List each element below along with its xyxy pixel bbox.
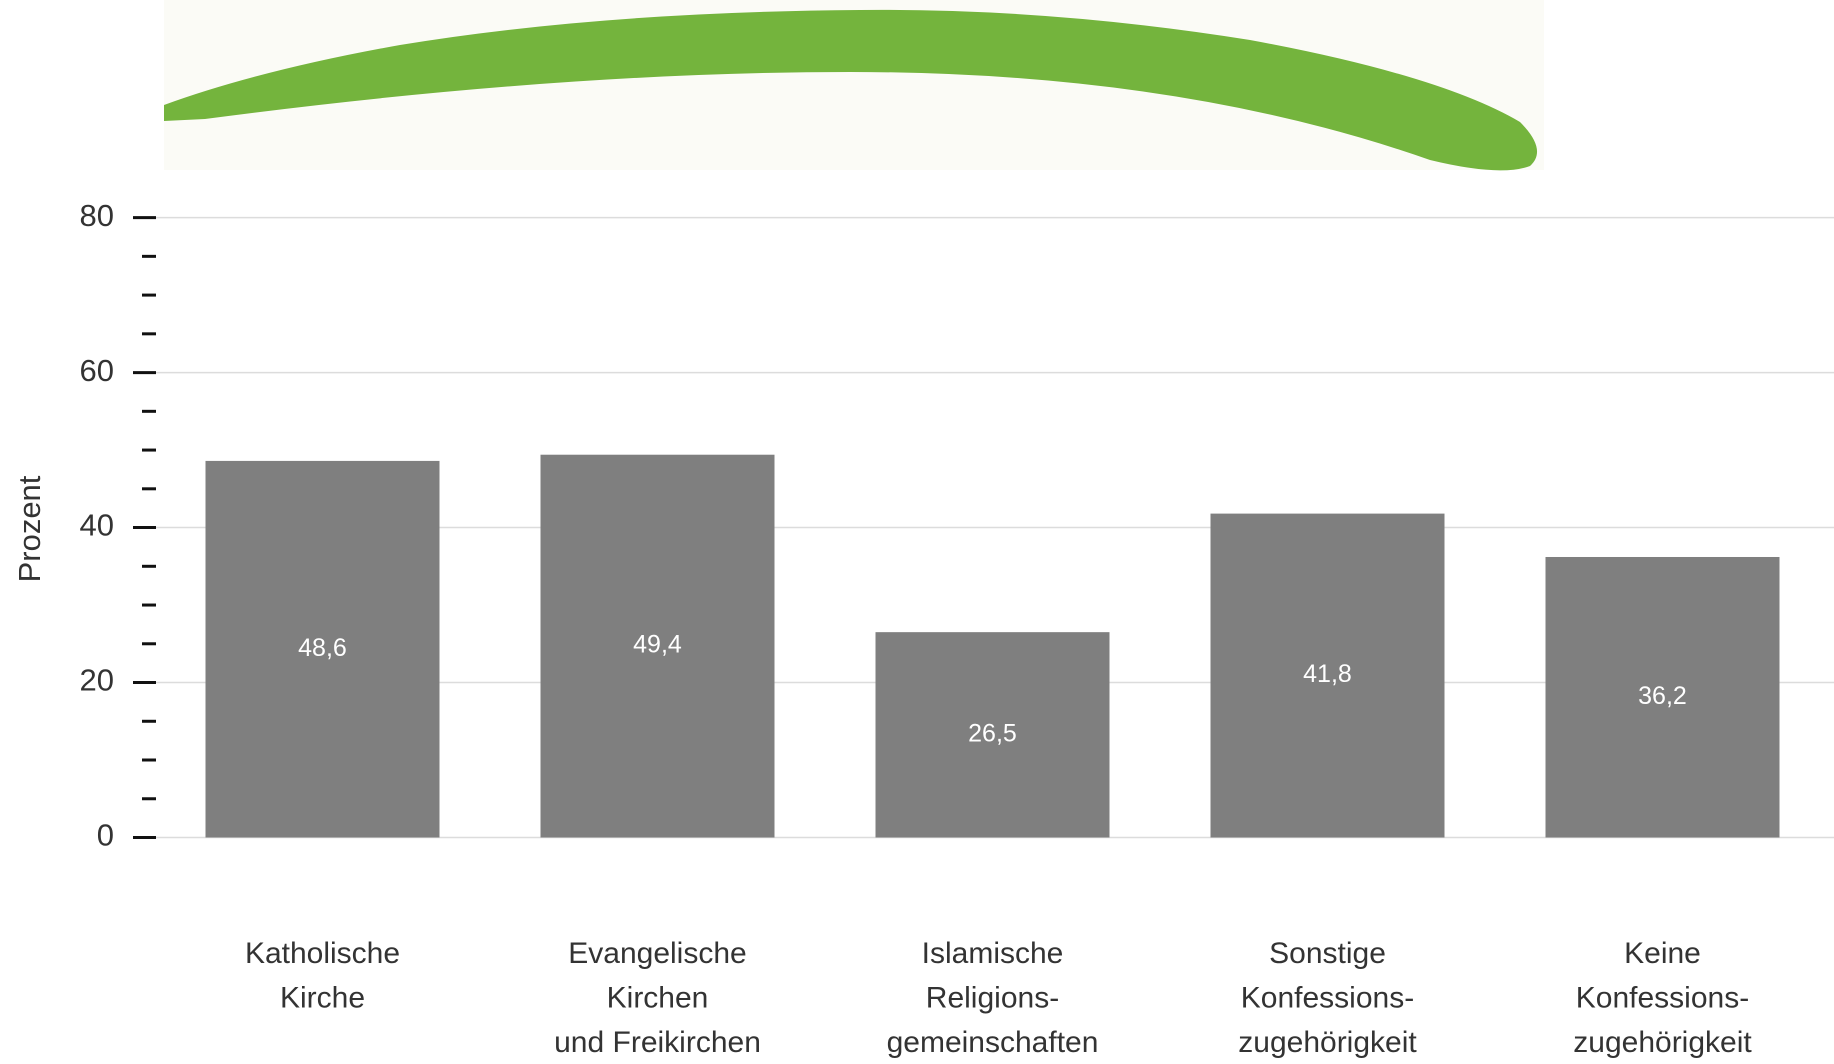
x-tick-label: Islamische — [922, 937, 1064, 970]
y-tick-label: 60 — [80, 353, 114, 388]
bar — [540, 454, 775, 838]
value-label: 41,8 — [1303, 660, 1352, 688]
y-tick-label: 40 — [80, 508, 114, 543]
x-tick-label: zugehörigkeit — [1573, 1026, 1752, 1059]
x-tick-label: Keine — [1624, 937, 1701, 970]
value-label: 26,5 — [968, 719, 1017, 747]
value-label: 36,2 — [1638, 682, 1687, 710]
x-tick-label: Konfessions- — [1241, 981, 1414, 1014]
bar — [1210, 513, 1445, 838]
x-tick-label: Evangelische — [568, 937, 746, 970]
y-axis-label: Prozent — [12, 475, 47, 582]
x-tick-label: Kirchen — [607, 981, 709, 1014]
x-tick-label: Religions- — [926, 981, 1059, 1014]
bar — [205, 460, 440, 838]
x-tick-label: Katholische — [245, 937, 400, 970]
x-tick-label: Sonstige — [1269, 937, 1386, 970]
value-label: 48,6 — [298, 634, 347, 662]
bar — [875, 632, 1110, 838]
x-tick-label: und Freikirchen — [554, 1026, 761, 1059]
x-tick-label: zugehörigkeit — [1238, 1026, 1417, 1059]
x-tick-label: Kirche — [280, 981, 365, 1014]
bar — [1545, 556, 1780, 838]
value-label: 49,4 — [633, 631, 682, 659]
decorative-swoosh — [164, 9, 1538, 171]
x-tick-label: Konfessions- — [1576, 981, 1749, 1014]
y-tick-label: 20 — [80, 663, 114, 698]
y-tick-label: 0 — [97, 818, 114, 853]
y-tick-label: 80 — [80, 198, 114, 233]
x-tick-label: gemeinschaften — [887, 1026, 1099, 1059]
